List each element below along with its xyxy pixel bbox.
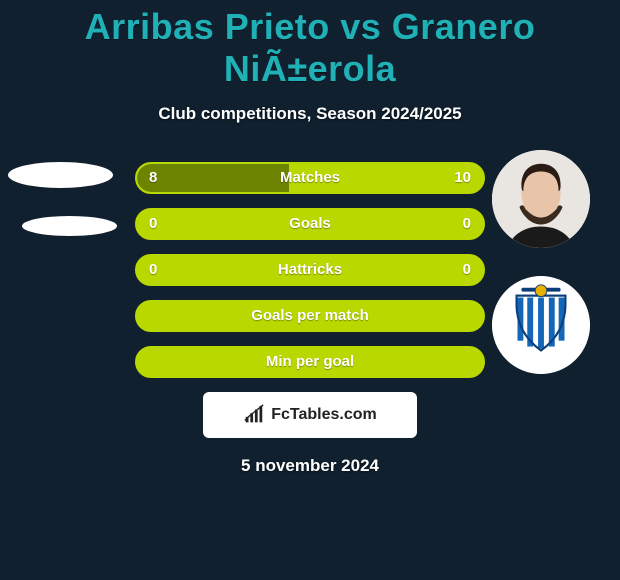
stat-row-matches: 8 Matches 10 <box>135 162 485 194</box>
stat-row-goals-per-match: Goals per match <box>135 300 485 332</box>
stat-row-hattricks: 0 Hattricks 0 <box>135 254 485 286</box>
brand-card: FcTables.com <box>203 392 417 438</box>
left-player-placeholder-2 <box>22 216 117 236</box>
stat-label: Goals per match <box>137 302 483 330</box>
footer-date: 5 november 2024 <box>0 456 620 476</box>
stat-rows: 8 Matches 10 0 Goals 0 0 Hattricks 0 Goa… <box>135 162 485 378</box>
page-subtitle: Club competitions, Season 2024/2025 <box>0 104 620 124</box>
stat-label: Min per goal <box>137 348 483 376</box>
stat-label: Matches <box>137 164 483 192</box>
right-club-crest <box>492 276 590 374</box>
stat-value-right: 10 <box>454 164 471 192</box>
stat-row-goals: 0 Goals 0 <box>135 208 485 240</box>
club-crest-icon <box>492 276 590 374</box>
stat-label: Hattricks <box>137 256 483 284</box>
page-title: Arribas Prieto vs Granero NiÃ±erola <box>0 0 620 90</box>
brand-text: FcTables.com <box>271 406 377 424</box>
stat-value-right: 0 <box>463 210 471 238</box>
stat-value-right: 0 <box>463 256 471 284</box>
person-icon <box>492 150 590 248</box>
bar-chart-icon <box>243 404 265 426</box>
right-player-avatar <box>492 150 590 248</box>
comparison-container: 8 Matches 10 0 Goals 0 0 Hattricks 0 Goa… <box>0 162 620 476</box>
stat-row-min-per-goal: Min per goal <box>135 346 485 378</box>
left-player-placeholder-1 <box>8 162 113 188</box>
stat-label: Goals <box>137 210 483 238</box>
